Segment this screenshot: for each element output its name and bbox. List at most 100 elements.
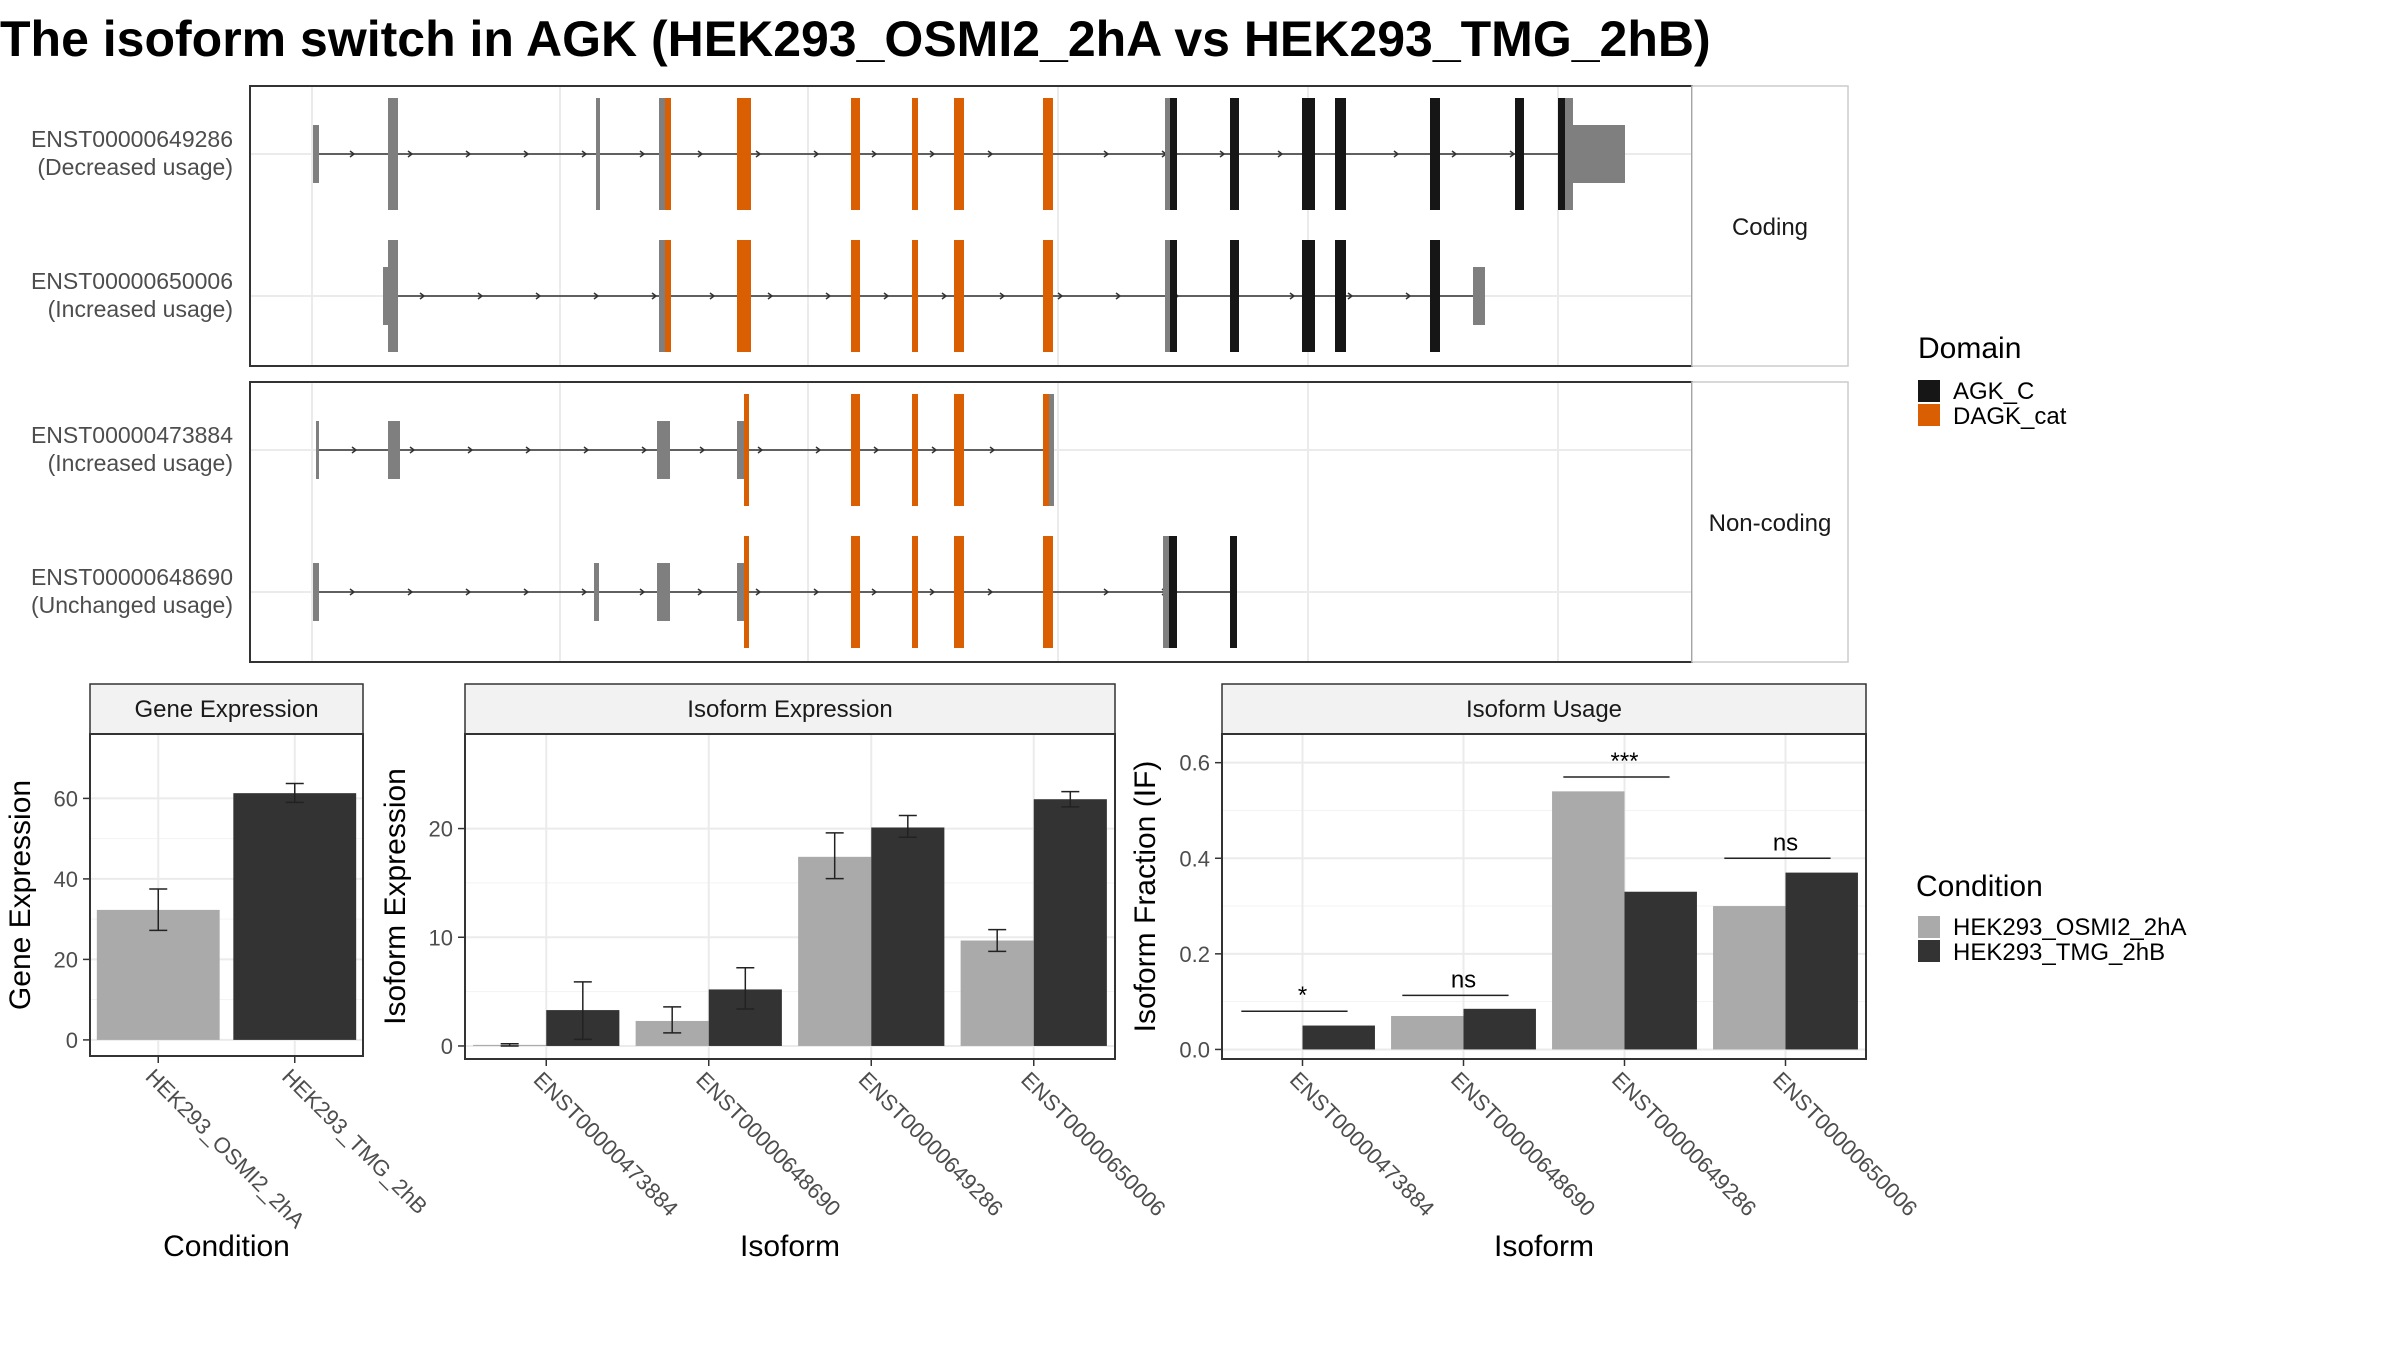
exon-domain-dagk-cat [744, 536, 749, 648]
strand-arrow [349, 150, 356, 158]
panel-frame [1221, 733, 1867, 1060]
exon-domain-dagk-cat [912, 394, 918, 506]
x-tick-label: ENST00000650006 [1768, 1067, 1922, 1221]
y-tick-label: 0.0 [1179, 1037, 1210, 1062]
structure-facet-frame [249, 381, 1693, 663]
strand-arrow [873, 446, 880, 454]
strand-arrow [477, 292, 484, 300]
bar-hek293-osmi2-2ha [1713, 906, 1786, 1050]
exon-domain-agk-c [1515, 98, 1524, 210]
panel-strip [464, 683, 1116, 735]
strand-arrow [697, 588, 704, 596]
strand-arrow [941, 292, 948, 300]
strand-arrow [419, 292, 426, 300]
strand-arrow [409, 446, 416, 454]
y-tick-label: 40 [54, 867, 78, 892]
strand-arrow [1103, 588, 1110, 596]
strand-arrow [929, 588, 936, 596]
exon-domain-agk-c [1302, 98, 1315, 210]
y-axis-title: Isoform Fraction (IF) [1129, 761, 1162, 1033]
exon-utr [316, 421, 319, 479]
x-axis-title: Condition [163, 1230, 290, 1263]
bar-hek293-osmi2-2ha [1552, 791, 1625, 1050]
bar-hek293-tmg-2hb [1463, 1008, 1536, 1050]
exon-domain-agk-c [1170, 98, 1177, 210]
transcript-usage-label: (Decreased usage) [37, 154, 233, 180]
facet-label-non-coding: Non-coding [1709, 510, 1832, 537]
panel-strip-label: Gene Expression [134, 696, 318, 723]
strand-arrow [931, 446, 938, 454]
condition-legend: Condition HEK293_OSMI2_2hA HEK293_TMG_2h… [1916, 870, 2186, 966]
exon-utr [383, 267, 391, 325]
strand-arrow [349, 588, 356, 596]
exon-utr [313, 563, 319, 621]
strand-arrow [1289, 292, 1296, 300]
exon-utr [657, 563, 670, 621]
exon-domain-dagk-cat [912, 240, 918, 352]
strand-arrow [883, 292, 890, 300]
facet-label-coding: Coding [1732, 214, 1808, 241]
bar-hek293-osmi2-2ha [798, 856, 872, 1046]
x-tick-label: HEK293_OSMI2_2hA [141, 1064, 310, 1233]
strand-arrow [651, 292, 658, 300]
y-tick-label: 10 [429, 925, 453, 950]
y-tick-label: 20 [54, 947, 78, 972]
strand-arrow [699, 446, 706, 454]
exon-utr [388, 421, 400, 479]
exon-domain-dagk-cat [665, 98, 671, 210]
exon-domain-dagk-cat [1043, 394, 1049, 506]
exon-domain-dagk-cat [912, 98, 918, 210]
exon-utr [1565, 98, 1573, 210]
condition-legend-title: Condition [1916, 870, 2043, 903]
exon-domain-dagk-cat [851, 240, 860, 352]
y-tick-label: 0.4 [1179, 846, 1210, 871]
transcript-usage-label: (Increased usage) [48, 296, 233, 322]
isoform-usage-panel: Isoform Usage * ns *** ns 0.0 0.2 0.4 0.6 ENST000… [1129, 683, 1922, 1263]
bar-hek293-tmg-2hb [1785, 872, 1858, 1050]
exon-domain-agk-c [1430, 98, 1440, 210]
strand-arrow [581, 588, 588, 596]
strand-arrow [583, 446, 590, 454]
exon-domain-dagk-cat [954, 240, 964, 352]
strand-arrow [1347, 292, 1354, 300]
exon-domain-dagk-cat [851, 536, 860, 648]
gene-expression-panel: Gene Expression 0 20 40 60 HEK293_OSMI2_2hAHE… [4, 683, 432, 1263]
x-tick-label: ENST00000473884 [1285, 1067, 1439, 1221]
exon-domain-dagk-cat [665, 240, 671, 352]
strand-arrow [697, 150, 704, 158]
y-tick-label: 0 [441, 1034, 453, 1059]
exon-utr [1163, 536, 1170, 648]
panel-frame [464, 733, 1116, 1060]
strand-arrow [813, 588, 820, 596]
exon-domain-dagk-cat [954, 394, 964, 506]
exon-domain-agk-c [1169, 536, 1177, 648]
strand-arrow [581, 150, 588, 158]
strand-arrow [1451, 150, 1458, 158]
y-tick-label: 60 [54, 786, 78, 811]
panel-strip-label: Isoform Expression [687, 696, 892, 723]
strand-arrow [1103, 150, 1110, 158]
exon-utr [313, 125, 319, 183]
strand-arrow [999, 292, 1006, 300]
strand-arrow [525, 446, 532, 454]
strand-arrow [523, 588, 530, 596]
exon-domain-agk-c [1170, 240, 1177, 352]
exon-utr [1473, 267, 1485, 325]
x-tick-label: ENST00000648690 [691, 1067, 845, 1221]
strand-arrow [757, 446, 764, 454]
legend-label-osmi2: HEK293_OSMI2_2hA [1953, 914, 2186, 941]
strand-arrow [813, 150, 820, 158]
figure-title: The isoform switch in AGK (HEK293_OSMI2_… [0, 11, 1711, 67]
bar-hek293-tmg-2hb [1624, 891, 1697, 1050]
strand-arrow [871, 150, 878, 158]
strand-arrow [987, 150, 994, 158]
exon-utr [1049, 394, 1054, 506]
x-tick-label: ENST00000649286 [1607, 1067, 1761, 1221]
exon-domain-dagk-cat [851, 98, 860, 210]
x-axis-title: Isoform [1494, 1230, 1594, 1263]
exon-domain-dagk-cat [1043, 536, 1053, 648]
strand-arrow [989, 446, 996, 454]
significance-label: ns [1773, 829, 1798, 856]
strand-arrow [767, 292, 774, 300]
